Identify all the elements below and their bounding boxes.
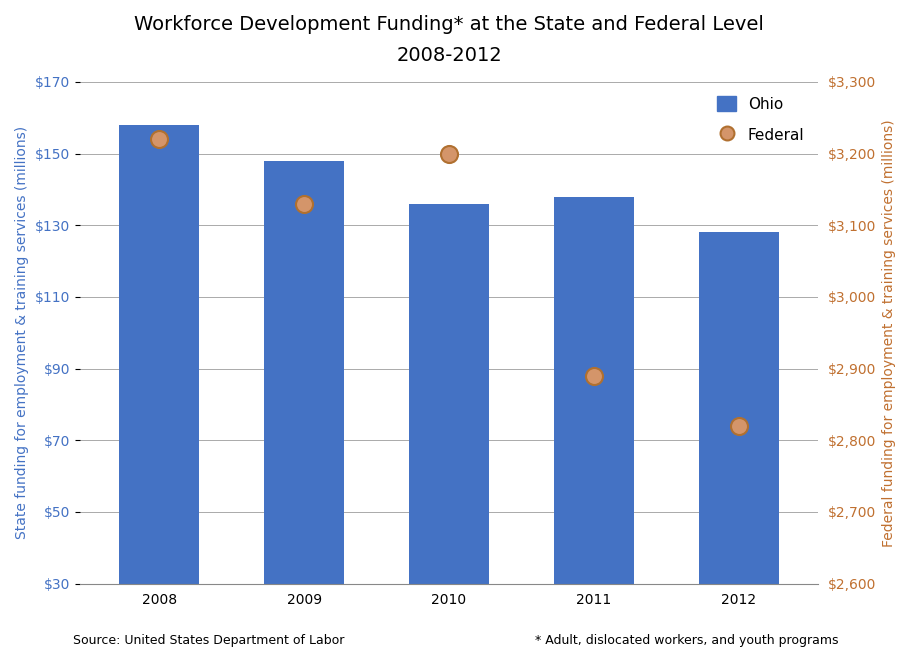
Bar: [409, 204, 489, 584]
Title: Workforce Development Funding* at the State and Federal Level
2008-2012: Workforce Development Funding* at the St…: [134, 15, 764, 65]
Point: [587, 371, 601, 381]
Bar: [699, 232, 779, 584]
Point: [152, 134, 167, 144]
Bar: [554, 197, 634, 584]
Text: Source: United States Department of Labor: Source: United States Department of Labo…: [73, 634, 344, 647]
Point: [732, 420, 746, 431]
Text: * Adult, dislocated workers, and youth programs: * Adult, dislocated workers, and youth p…: [535, 634, 838, 647]
Y-axis label: Federal funding for employment & training services (millions): Federal funding for employment & trainin…: [882, 119, 896, 547]
Bar: [264, 161, 344, 584]
Point: [442, 148, 456, 159]
Point: [297, 199, 312, 209]
Legend: Ohio, Federal: Ohio, Federal: [711, 89, 811, 149]
Bar: [119, 125, 200, 584]
Y-axis label: State funding for employment & training services (millions): State funding for employment & training …: [15, 126, 29, 540]
